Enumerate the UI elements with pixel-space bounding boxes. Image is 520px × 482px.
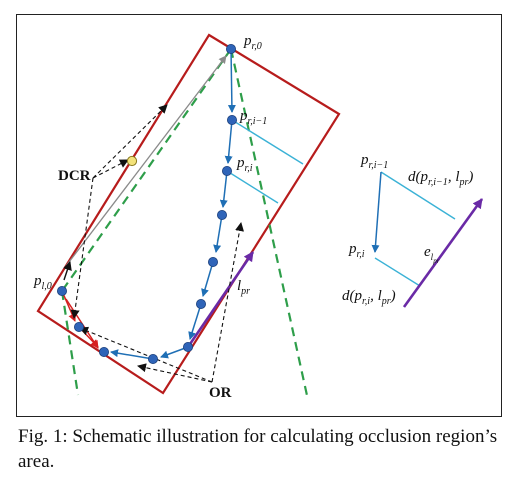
- figure-diagram: pr,0 pr,i−1 pr,i pl,0 lpr DCR OR pr,i−1 …: [33, 33, 484, 401]
- green-dashed-line-left: [61, 48, 232, 292]
- green-dashed-line-bottom-left: [60, 290, 80, 396]
- inset-label-pri: pr,i: [348, 241, 365, 260]
- label-pl0: pl,0: [33, 273, 52, 292]
- right-chain: [110, 48, 236, 360]
- gray-line: [65, 55, 227, 267]
- inset-label-d-top: d(pr,i−1, lpr): [408, 169, 473, 188]
- yellow-point: [126, 155, 138, 167]
- point: [147, 353, 158, 364]
- point: [195, 298, 206, 309]
- lpr-arrow: [186, 251, 255, 348]
- inset-label-pri1: pr,i−1: [360, 152, 388, 171]
- point: [216, 209, 227, 220]
- label-pr0: pr,0: [243, 33, 262, 52]
- label-dcr: DCR: [58, 168, 91, 184]
- point: [207, 256, 218, 267]
- label-pri: pr,i: [236, 155, 253, 174]
- point-pl0: [57, 285, 68, 296]
- point-pr0: [225, 44, 236, 55]
- inset-label-e: elpr: [424, 244, 440, 265]
- bounding-rectangle: [36, 33, 341, 395]
- cyan-distance-line-1: [231, 119, 304, 165]
- label-or: OR: [209, 385, 232, 401]
- point: [182, 341, 193, 352]
- inset-label-d-bot: d(pr,i, lpr): [342, 288, 396, 307]
- or-arrows: [79, 222, 244, 383]
- cyan-distance-line-2: [226, 170, 279, 204]
- point: [74, 321, 85, 332]
- black-short-arrow: [63, 261, 72, 281]
- point-pri1: [226, 115, 237, 126]
- point-pri: [221, 165, 232, 176]
- label-pri1: pr,i−1: [239, 108, 267, 127]
- point: [99, 346, 110, 357]
- figure-caption: Fig. 1: Schematic illustration for calcu…: [18, 426, 498, 472]
- dcr-arrows: [70, 104, 168, 319]
- chain-points: [57, 44, 237, 364]
- label-lpr: lpr: [237, 278, 250, 297]
- inset-diagram: pr,i−1 pr,i d(pr,i−1, lpr) d(pr,i, lpr) …: [342, 152, 484, 308]
